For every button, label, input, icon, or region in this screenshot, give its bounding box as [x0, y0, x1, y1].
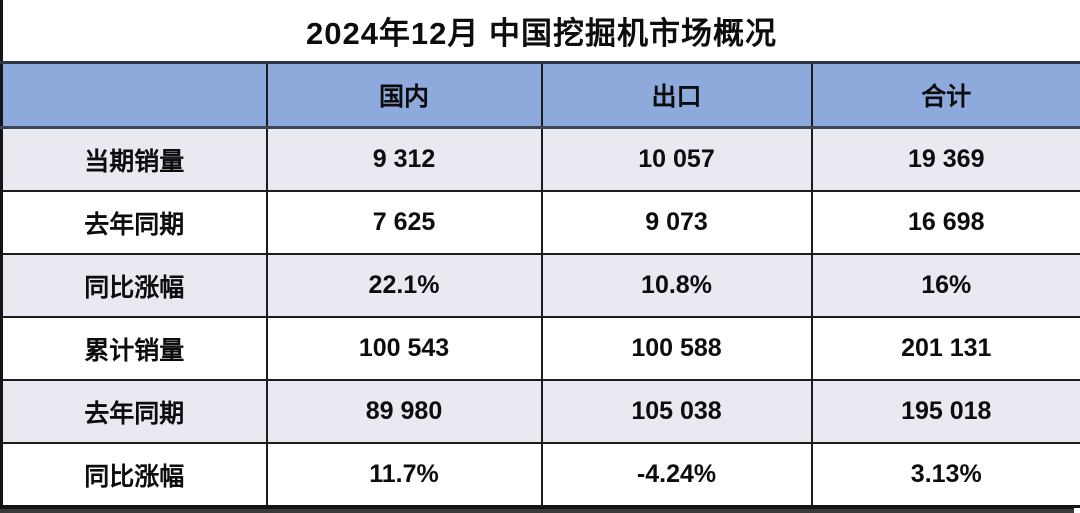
cell-total: 16%	[810, 254, 1080, 318]
column-header-domestic: 国内	[265, 62, 542, 129]
cell-domestic: 100 543	[265, 317, 542, 381]
row-label: 同比涨幅	[1, 254, 267, 318]
table-row: 累计销量 100 543 100 588 201 131	[1, 317, 1080, 381]
cell-export: 100 588	[540, 317, 812, 381]
table-row: 去年同期 7 625 9 073 16 698	[1, 191, 1080, 255]
cell-total: 16 698	[810, 191, 1080, 255]
cell-domestic: 22.1%	[265, 254, 542, 318]
page-title: 2024年12月 中国挖掘机市场概况	[1, 0, 1080, 64]
row-label: 当期销量	[1, 127, 267, 192]
table-row: 同比涨幅 11.7% -4.24% 3.13%	[1, 443, 1080, 507]
table-row: 同比涨幅 22.1% 10.8% 16%	[1, 254, 1080, 318]
cell-total: 3.13%	[810, 443, 1080, 507]
cell-domestic: 11.7%	[265, 443, 542, 507]
row-label: 同比涨幅	[1, 443, 267, 507]
table-row: 当期销量 9 312 10 057 19 369	[1, 127, 1080, 192]
row-label: 去年同期	[1, 380, 267, 444]
column-header-total: 合计	[810, 62, 1080, 129]
cell-total: 19 369	[810, 127, 1080, 192]
cell-domestic: 9 312	[265, 127, 542, 192]
cell-export: 10.8%	[540, 254, 812, 318]
column-header-export: 出口	[540, 62, 812, 129]
cell-export: -4.24%	[540, 443, 812, 507]
cell-domestic: 7 625	[265, 191, 542, 255]
cell-export: 9 073	[540, 191, 812, 255]
table-title-row: 2024年12月 中国挖掘机市场概况	[1, 0, 1080, 64]
cell-export: 10 057	[540, 127, 812, 192]
row-label: 去年同期	[1, 191, 267, 255]
table-header-row: 国内 出口 合计	[1, 62, 1080, 129]
cell-total: 195 018	[810, 380, 1080, 444]
cell-domestic: 89 980	[265, 380, 542, 444]
cell-total: 201 131	[810, 317, 1080, 381]
table-row: 去年同期 89 980 105 038 195 018	[1, 380, 1080, 444]
table-bottom-shadow	[0, 508, 1074, 513]
column-header-empty	[1, 62, 267, 129]
row-label: 累计销量	[1, 317, 267, 381]
cell-export: 105 038	[540, 380, 812, 444]
